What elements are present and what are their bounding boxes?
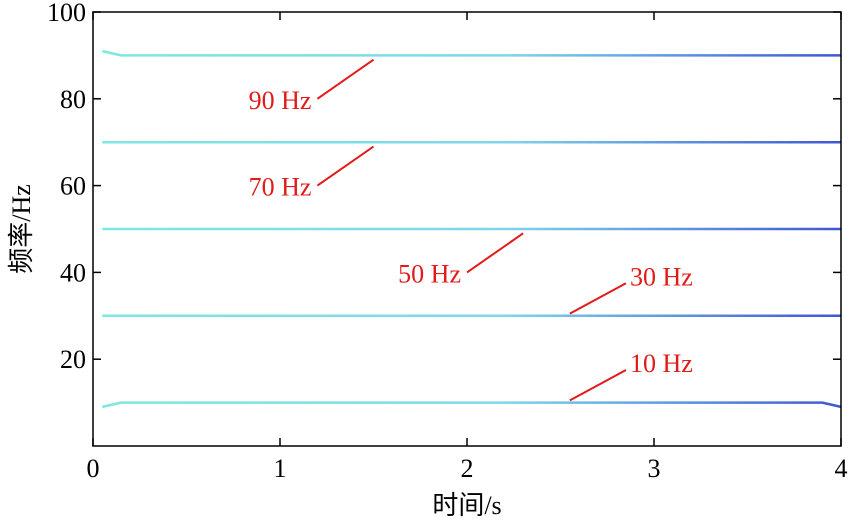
y-tick-label-80: 80 <box>60 85 86 114</box>
annotation-label-2: 70 Hz <box>249 173 312 202</box>
annotation-layer: 90 Hz 70 Hz 50 Hz 30 Hz 10 Hz <box>249 58 693 402</box>
annotation-leader-4 <box>569 282 627 315</box>
x-tick-label-0: 0 <box>87 454 100 483</box>
annotation-leader-3 <box>466 232 524 274</box>
x-tick-label-1: 1 <box>274 454 287 483</box>
annotation-label-4: 30 Hz <box>630 262 693 291</box>
x-tick-label-3: 3 <box>648 454 661 483</box>
tick-labels-layer: 0 1 2 3 4 20 40 60 80 100 <box>47 0 848 483</box>
y-tick-label-20: 20 <box>60 345 86 374</box>
series-line-5 <box>102 49 841 57</box>
series-layer <box>102 49 842 409</box>
annotation-leader-1 <box>316 58 375 100</box>
annotation-label-1: 90 Hz <box>249 86 312 115</box>
annotation-label-3: 50 Hz <box>398 259 461 288</box>
ticks-layer <box>92 11 842 446</box>
annotation-leader-2 <box>316 145 375 187</box>
y-axis-label: 频率/Hz <box>7 184 36 274</box>
y-tick-label-40: 40 <box>60 258 86 287</box>
series-line-1 <box>102 401 842 409</box>
annotation-leader-5 <box>569 369 627 402</box>
annotation-label-5: 10 Hz <box>630 349 693 378</box>
x-tick-label-4: 4 <box>835 454 848 483</box>
x-tick-label-2: 2 <box>461 454 474 483</box>
x-axis-label: 时间/s <box>432 491 501 520</box>
y-tick-label-60: 60 <box>60 172 86 201</box>
y-tick-label-100: 100 <box>47 0 86 27</box>
